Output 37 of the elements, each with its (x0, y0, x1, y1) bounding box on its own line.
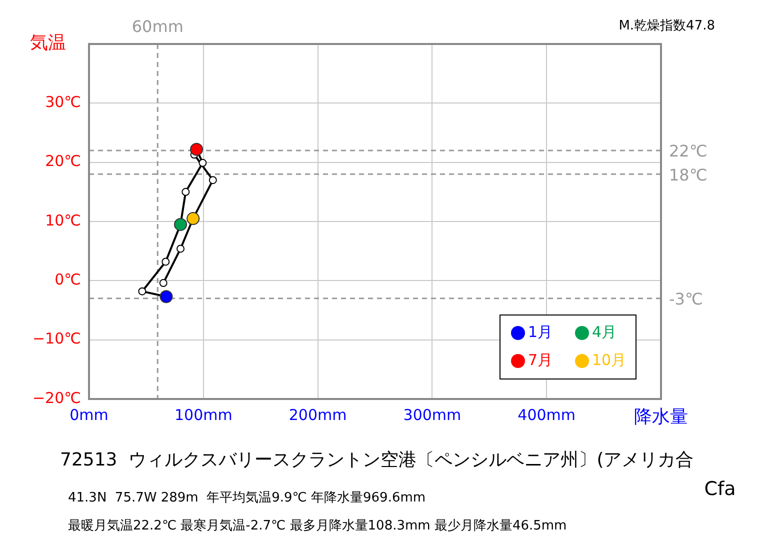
point (198, 158, 207, 167)
ref-line-label: 60mm (132, 17, 184, 36)
y-tick-label: −20℃ (32, 388, 81, 407)
point (159, 279, 168, 288)
text: M.乾燥指数47.8 (618, 18, 715, 34)
text: 最暖月気温22.2℃ 最寒月気温-2.7℃ 最多月降水量108.3mm 最少月降水量46.5mm (68, 517, 567, 534)
point (174, 218, 188, 231)
legend-label: 4月 (592, 322, 617, 341)
y-tick-label: 0℃ (54, 270, 81, 289)
x-tick-label: 200mm (288, 406, 347, 424)
point (190, 142, 204, 156)
point (186, 212, 200, 226)
y-tick-label: −10℃ (32, 330, 81, 348)
point (162, 258, 170, 266)
legend-label: 7月 (528, 350, 553, 369)
legend-label: 10月 (592, 350, 626, 369)
x-tick-label: 100mm (174, 406, 232, 424)
point (176, 244, 185, 253)
y-tick-label: 30℃ (45, 93, 81, 112)
point (160, 290, 173, 304)
x-tick-label: 300mm (403, 406, 462, 424)
ref-line-label: -3℃ (669, 290, 703, 309)
y-tick-label: 20℃ (45, 152, 81, 170)
legend-label: 1月 (528, 322, 553, 341)
ref-line-label: 22℃ (669, 142, 708, 161)
point (208, 176, 217, 184)
y-tick-label: 10℃ (45, 211, 81, 230)
x-tick-label: 0mm (70, 406, 108, 424)
x-tick-label: 400mm (518, 406, 576, 424)
point (138, 287, 146, 296)
x-axis-title: 降水量 (634, 406, 688, 428)
text: 41.3N 75.7W 289m 年平均気温9.9℃ 年降水量969.6mm (68, 490, 426, 506)
text: Cfa (704, 478, 736, 500)
text: 72513 ウィルクスバリースクラントン空港〔ペンシルベニア州〕(アメリカ合 (60, 450, 694, 471)
ref-line-label: 18℃ (669, 165, 708, 184)
y-axis-title: 気温 (30, 32, 66, 54)
point (182, 188, 190, 196)
